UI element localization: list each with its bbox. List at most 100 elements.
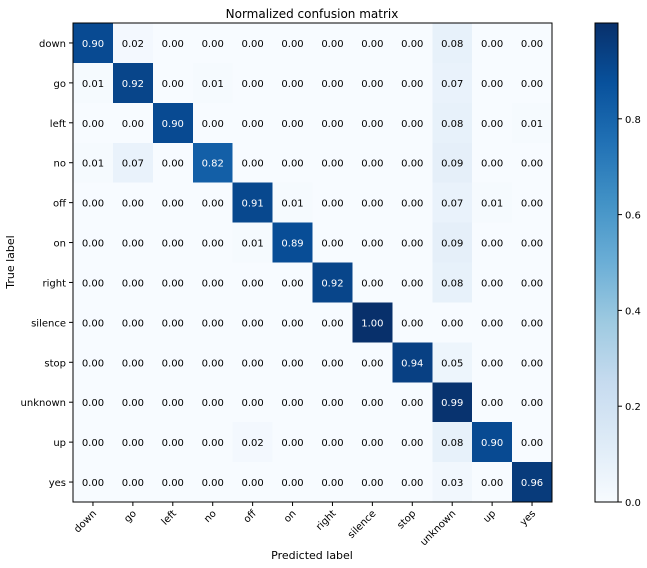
cell-value: 0.07 (441, 79, 463, 90)
cell-value: 0.00 (281, 438, 303, 449)
cell-value: 0.90 (162, 119, 184, 130)
cell-value: 0.00 (481, 478, 503, 489)
heatmap-cell (392, 222, 433, 263)
x-tick-label: yes (518, 508, 538, 528)
cell-value: 0.00 (521, 159, 543, 170)
cell-value: 0.00 (401, 239, 423, 250)
heatmap-cell (472, 23, 513, 64)
heatmap-cell (352, 182, 393, 224)
heatmap-cell (392, 182, 433, 224)
heatmap-cell (512, 342, 553, 383)
cell-value: 0.91 (241, 199, 263, 210)
cell-value: 0.00 (481, 358, 503, 369)
heatmap-cell (152, 422, 194, 463)
heatmap-cell (73, 262, 114, 303)
x-tick-label: left (160, 508, 179, 527)
cell-value: 0.00 (521, 239, 543, 250)
colorbar (594, 22, 619, 503)
heatmap-cell (232, 62, 274, 104)
cell-value: 0.00 (162, 159, 184, 170)
cell-value: 0.00 (521, 79, 543, 90)
cell-value: 0.00 (122, 398, 144, 409)
heatmap-cell (272, 102, 313, 144)
heatmap-cell (73, 462, 114, 503)
cell-value: 0.00 (321, 119, 343, 130)
cell-value: 0.00 (82, 278, 104, 289)
heatmap-cell (312, 62, 353, 104)
heatmap-cell (73, 422, 114, 463)
cell-value: 0.99 (441, 398, 463, 409)
cell-value: 0.00 (281, 119, 303, 130)
cell-value: 0.00 (162, 239, 184, 250)
colorbar-tick-label: 0.2 (625, 402, 641, 413)
heatmap-cell (432, 302, 473, 343)
heatmap-cell (512, 182, 553, 224)
heatmap-cell (392, 102, 433, 144)
heatmap-cell (232, 382, 274, 423)
cell-value: 0.00 (162, 438, 184, 449)
heatmap-cell (472, 102, 513, 144)
heatmap-cell (512, 62, 553, 104)
y-tick-label: right (43, 278, 67, 289)
cell-value: 0.00 (321, 239, 343, 250)
cell-value: 0.00 (481, 318, 503, 329)
heatmap-cell (112, 102, 154, 144)
y-tick-label: up (53, 438, 66, 449)
heatmap-cell (352, 302, 393, 343)
heatmap-cell (512, 302, 553, 343)
cell-value: 0.00 (401, 278, 423, 289)
colorbar-tick-label: 0.0 (625, 498, 641, 509)
heatmap-cell (232, 182, 274, 224)
y-tick-label: yes (49, 478, 66, 489)
colorbar-tick-label: 0.6 (625, 211, 641, 222)
heatmap-cell (232, 222, 274, 263)
cell-value: 0.01 (82, 79, 104, 90)
cell-value: 0.00 (281, 159, 303, 170)
cell-value: 0.00 (241, 478, 263, 489)
cell-value: 0.00 (122, 478, 144, 489)
heatmap-cell (432, 62, 473, 104)
cell-value: 0.00 (281, 79, 303, 90)
cell-value: 0.00 (162, 398, 184, 409)
cell-value: 0.00 (321, 79, 343, 90)
cell-value: 0.00 (401, 438, 423, 449)
heatmap-cell (192, 182, 234, 224)
cell-value: 1.00 (361, 318, 383, 329)
cell-value: 0.00 (361, 39, 383, 50)
cell-value: 0.00 (202, 39, 224, 50)
cell-value: 0.02 (122, 39, 144, 50)
cell-value: 0.00 (162, 318, 184, 329)
x-tick-label: unknown (418, 508, 458, 548)
cell-value: 0.00 (82, 478, 104, 489)
cell-value: 0.00 (122, 438, 144, 449)
cell-value: 0.00 (202, 199, 224, 210)
y-tick-label: unknown (21, 398, 66, 409)
cell-value: 0.00 (361, 358, 383, 369)
colorbar-tick-label: 0.8 (625, 115, 641, 126)
y-tick-label: left (50, 119, 66, 130)
heatmap-cell (272, 142, 313, 184)
x-tick-label: up (481, 508, 498, 525)
cell-value: 0.00 (202, 119, 224, 130)
heatmap-cell (112, 342, 154, 383)
cell-value: 0.00 (361, 159, 383, 170)
heatmap-cell (312, 462, 353, 503)
cell-value: 0.07 (122, 159, 144, 170)
colorbar-tick-label: 0.4 (625, 306, 641, 317)
heatmap-cell (152, 262, 194, 303)
heatmap-cell (152, 382, 194, 423)
cell-value: 0.00 (361, 239, 383, 250)
cell-value: 0.00 (281, 358, 303, 369)
heatmap-cell (272, 462, 313, 503)
cell-value: 0.00 (122, 199, 144, 210)
heatmap-cell (152, 23, 194, 64)
cell-value: 0.00 (202, 318, 224, 329)
x-tick-label: go (122, 508, 139, 525)
heatmap-cell (352, 142, 393, 184)
cell-value: 0.00 (401, 119, 423, 130)
cell-value: 0.00 (82, 239, 104, 250)
cell-value: 0.00 (122, 318, 144, 329)
x-axis-ticks: down go left no off on right silence stop unknown… (72, 502, 538, 548)
cell-value: 0.00 (481, 398, 503, 409)
